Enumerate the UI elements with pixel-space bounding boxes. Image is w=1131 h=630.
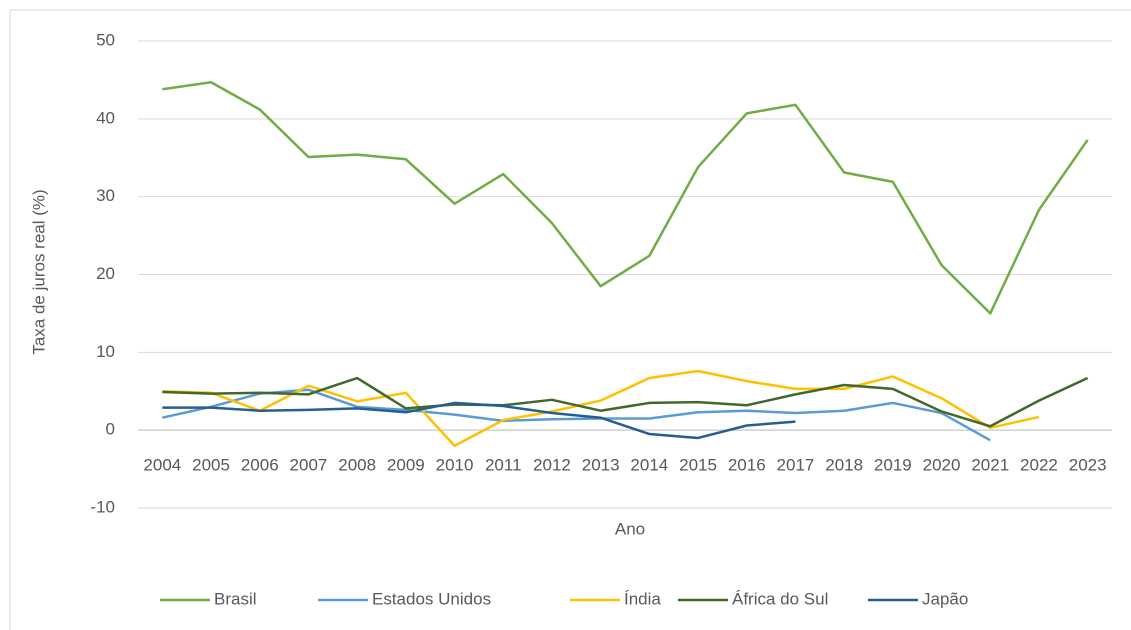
y-tick-label: -10 [90,497,115,516]
series-line [162,81,1089,315]
x-tick-label: 2012 [533,456,571,475]
legend-label: Estados Unidos [372,589,491,608]
legend-label: Japão [922,589,968,608]
x-axis-label: Ano [615,519,645,538]
x-tick-label: 2021 [971,456,1009,475]
y-tick-label: 40 [96,108,115,127]
x-tick-label: 2004 [143,456,181,475]
y-tick-label: 10 [96,342,115,361]
x-tick-label: 2018 [825,456,863,475]
legend-label: Índia [624,589,661,608]
x-tick-label: 2016 [728,456,766,475]
x-tick-label: 2022 [1020,456,1058,475]
x-tick-label: 2008 [338,456,376,475]
x-tick-label: 2015 [679,456,717,475]
x-tick-label: 2023 [1069,456,1107,475]
x-tick-label: 2014 [630,456,668,475]
y-tick-label: 30 [96,186,115,205]
x-tick-label: 2020 [923,456,961,475]
x-tick-label: 2006 [241,456,279,475]
legend-label: Brasil [214,589,257,608]
x-tick-label: 2009 [387,456,425,475]
y-axis-label: Taxa de juros real (%) [29,189,48,354]
series-line [162,401,796,440]
x-tick-label: 2011 [485,456,522,475]
x-tick-label: 2019 [874,456,912,475]
x-tick-label: 2017 [777,456,815,475]
y-tick-label: 20 [96,264,115,283]
x-tick-label: 2007 [290,456,328,475]
y-tick-label: 50 [96,30,115,49]
y-tick-label: 0 [106,420,115,439]
x-tick-label: 2010 [436,456,474,475]
series-line [162,376,1089,428]
x-tick-label: 2005 [192,456,230,475]
series-line [162,369,1040,447]
legend-label: África do Sul [732,589,828,608]
x-tick-label: 2013 [582,456,620,475]
